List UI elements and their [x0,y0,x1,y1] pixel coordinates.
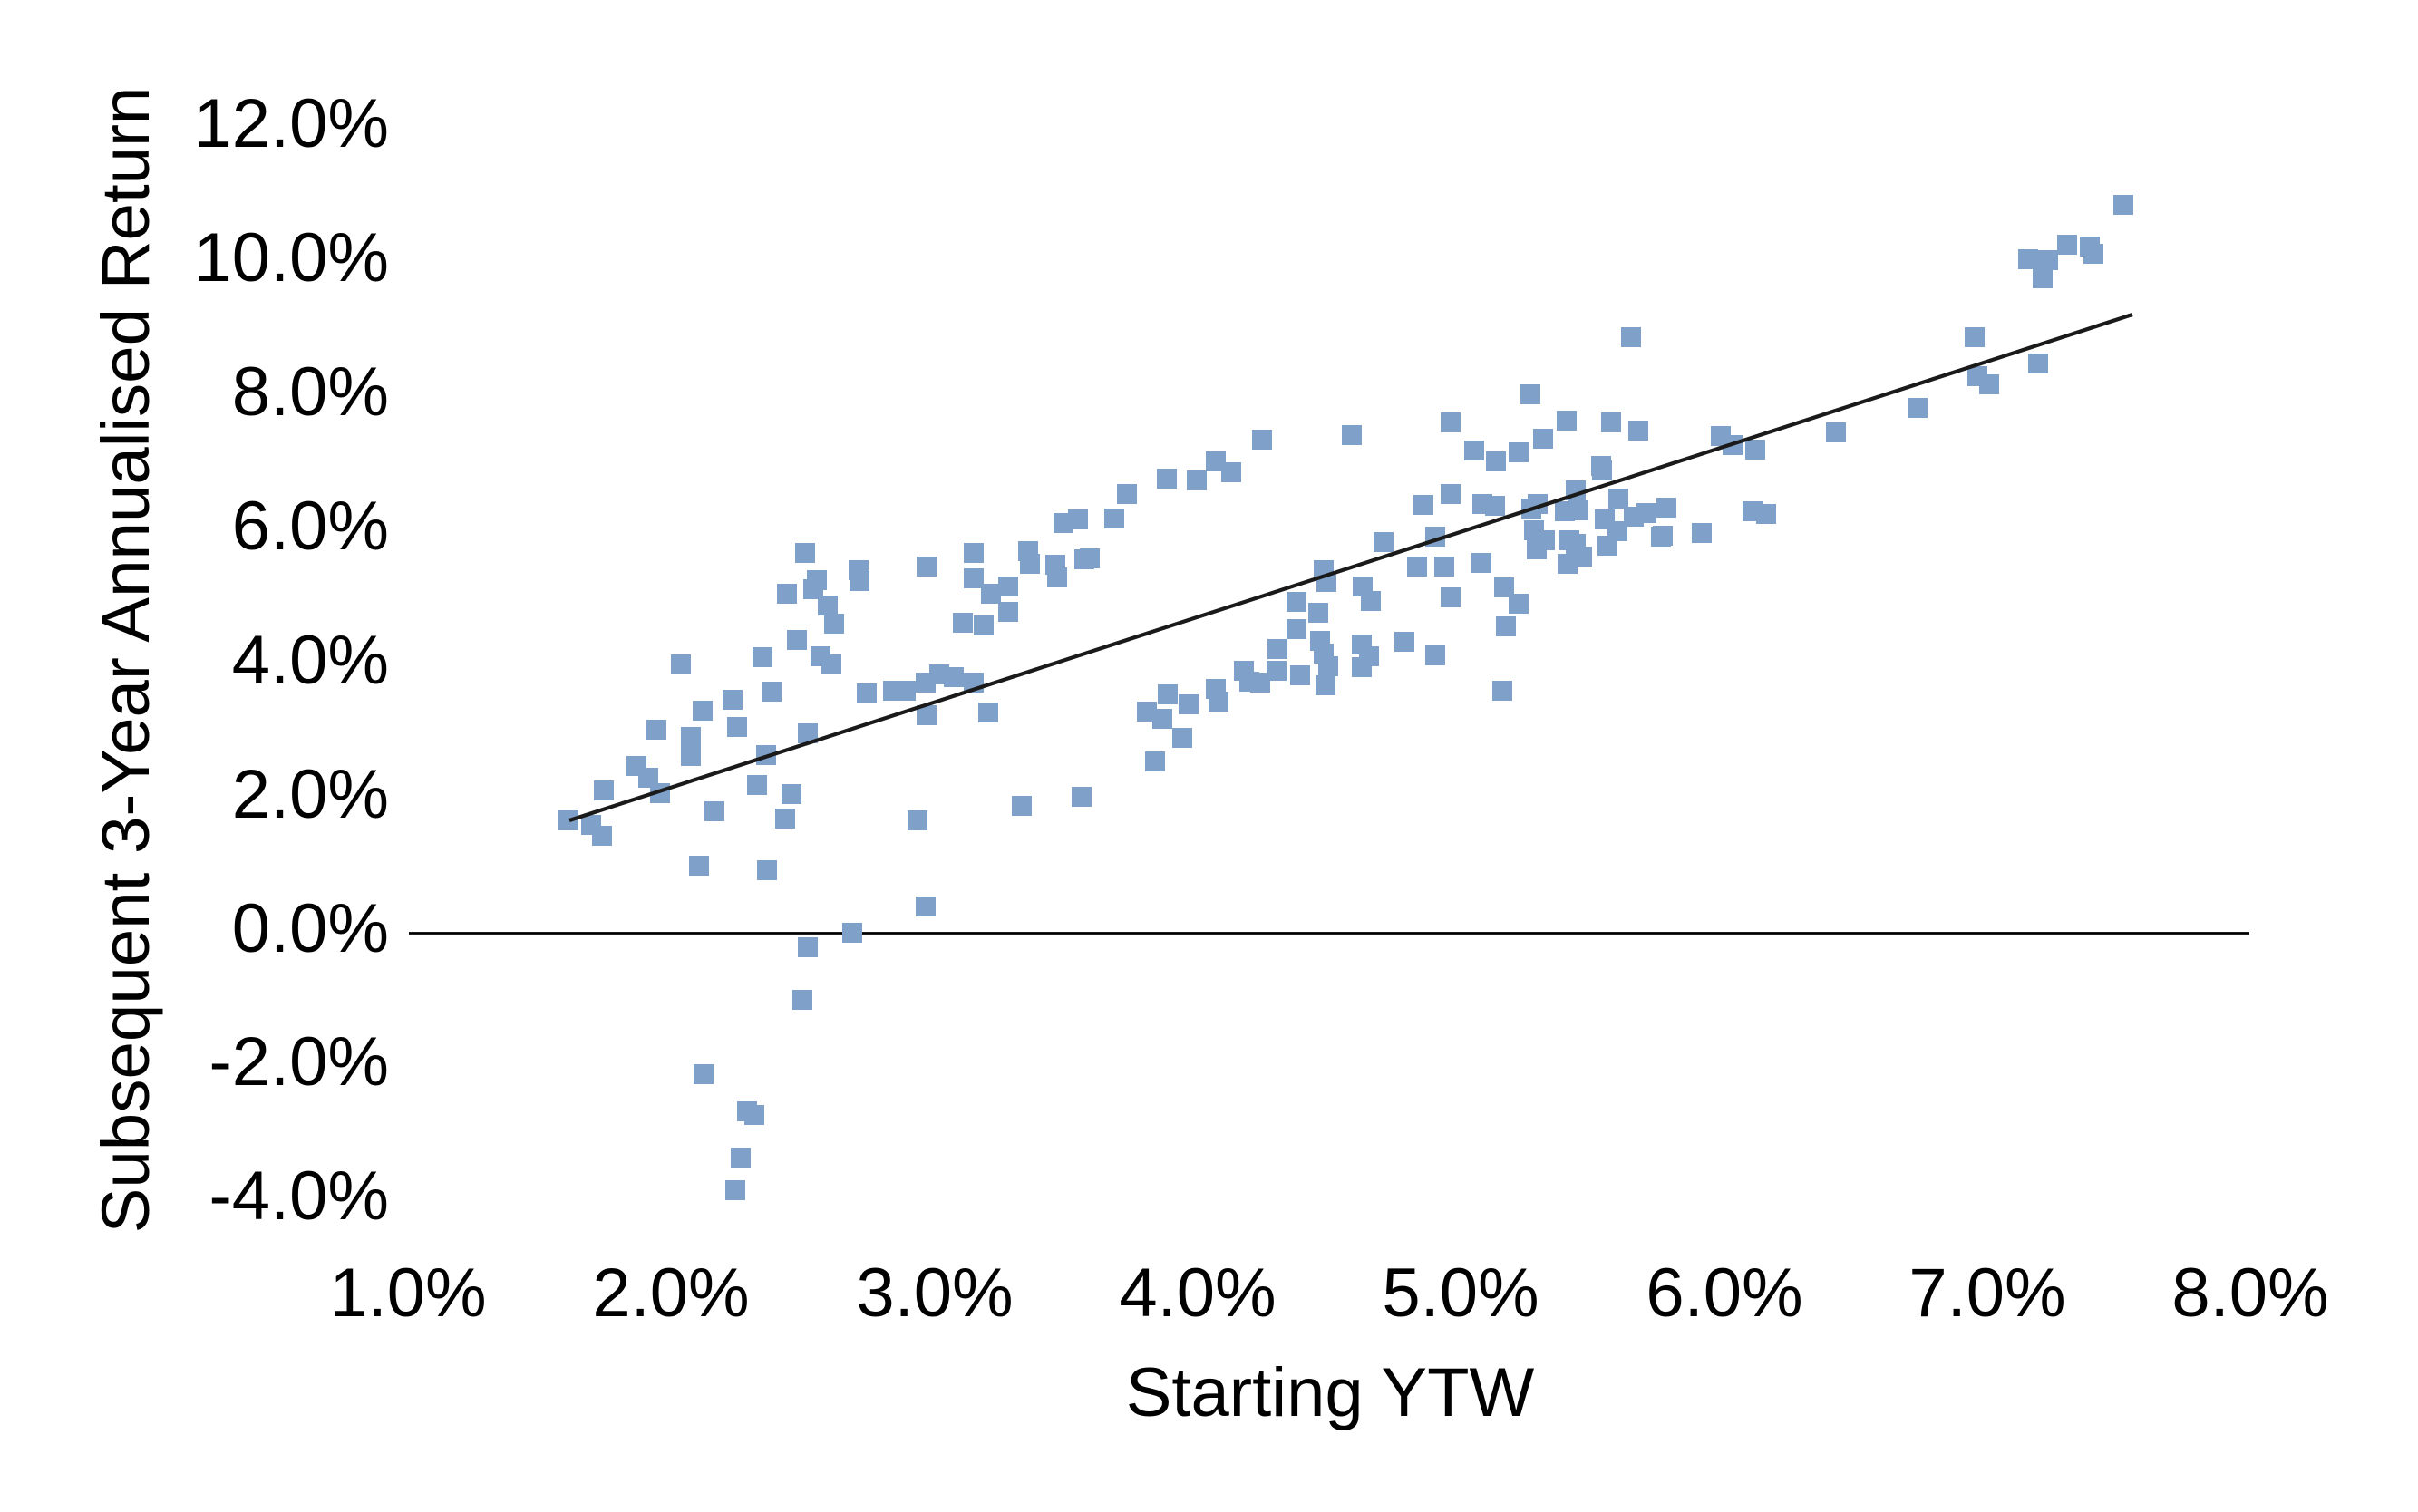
svg-text:12.0%: 12.0% [194,85,390,162]
svg-text:1.0%: 1.0% [329,1255,486,1332]
svg-text:6.0%: 6.0% [1646,1255,1802,1332]
svg-text:0.0%: 0.0% [232,890,389,967]
svg-text:2.0%: 2.0% [592,1255,749,1332]
svg-text:3.0%: 3.0% [856,1255,1013,1332]
svg-text:2.0%: 2.0% [232,756,389,833]
svg-text:-2.0%: -2.0% [209,1023,389,1100]
svg-text:Subsequent 3-Year Annualised R: Subsequent 3-Year Annualised Return [88,87,163,1234]
svg-text:6.0%: 6.0% [232,488,389,565]
svg-text:7.0%: 7.0% [1908,1255,2065,1332]
svg-text:5.0%: 5.0% [1382,1255,1539,1332]
svg-text:10.0%: 10.0% [194,219,390,296]
svg-text:4.0%: 4.0% [1119,1255,1276,1332]
svg-text:8.0%: 8.0% [2171,1255,2328,1332]
svg-text:-4.0%: -4.0% [209,1158,389,1235]
svg-text:Starting YTW: Starting YTW [1126,1354,1535,1431]
svg-text:4.0%: 4.0% [232,622,389,699]
svg-text:8.0%: 8.0% [232,354,389,431]
